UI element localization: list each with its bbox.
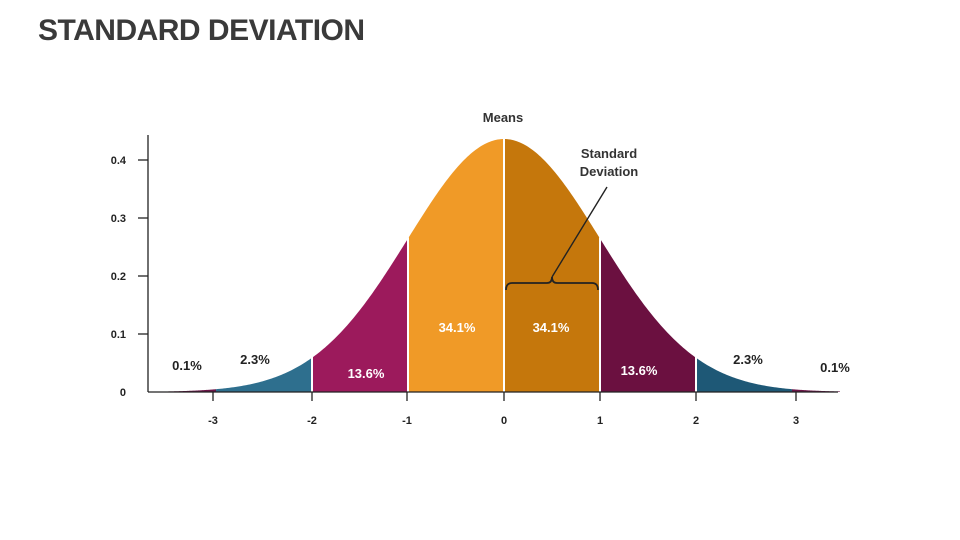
region-area-1 bbox=[216, 357, 312, 392]
x-tick-label: 2 bbox=[693, 415, 699, 427]
region-value-label: 34.1% bbox=[533, 320, 570, 335]
region-area-7 bbox=[792, 389, 840, 392]
region-area-2 bbox=[312, 238, 408, 392]
mean-annotation: Means bbox=[483, 110, 523, 125]
region-value-label: 0.1% bbox=[172, 358, 202, 373]
x-tick-label: 3 bbox=[793, 415, 799, 427]
region-value-label: 13.6% bbox=[348, 366, 385, 381]
x-tick-label: -2 bbox=[307, 415, 317, 427]
region-area-6 bbox=[696, 357, 792, 392]
region-value-label: 13.6% bbox=[621, 363, 658, 378]
y-tick-label: 0.1 bbox=[111, 329, 126, 341]
region-value-label: 34.1% bbox=[439, 320, 476, 335]
x-tick-label: 0 bbox=[501, 415, 507, 427]
std-dev-pointer-line bbox=[551, 186, 608, 278]
region-value-label: 2.3% bbox=[240, 352, 270, 367]
y-tick-label: 0 bbox=[120, 387, 126, 399]
x-tick-label: 1 bbox=[597, 415, 603, 427]
region-area-3 bbox=[408, 139, 504, 392]
y-tick-label: 0.2 bbox=[111, 271, 126, 283]
region-area-5 bbox=[600, 238, 696, 392]
std-dev-annotation: Standard Deviation bbox=[580, 146, 639, 179]
region-value-label: 0.1% bbox=[820, 360, 850, 375]
page-title: STANDARD DEVIATION bbox=[38, 14, 365, 47]
y-tick-label: 0.3 bbox=[111, 213, 126, 225]
y-tick-label: 0.4 bbox=[111, 155, 127, 167]
region-area-0 bbox=[168, 389, 216, 392]
x-tick-label: -1 bbox=[402, 415, 412, 427]
region-area-4 bbox=[504, 139, 600, 392]
region-value-label: 2.3% bbox=[733, 352, 763, 367]
x-tick-label: -3 bbox=[208, 415, 218, 427]
